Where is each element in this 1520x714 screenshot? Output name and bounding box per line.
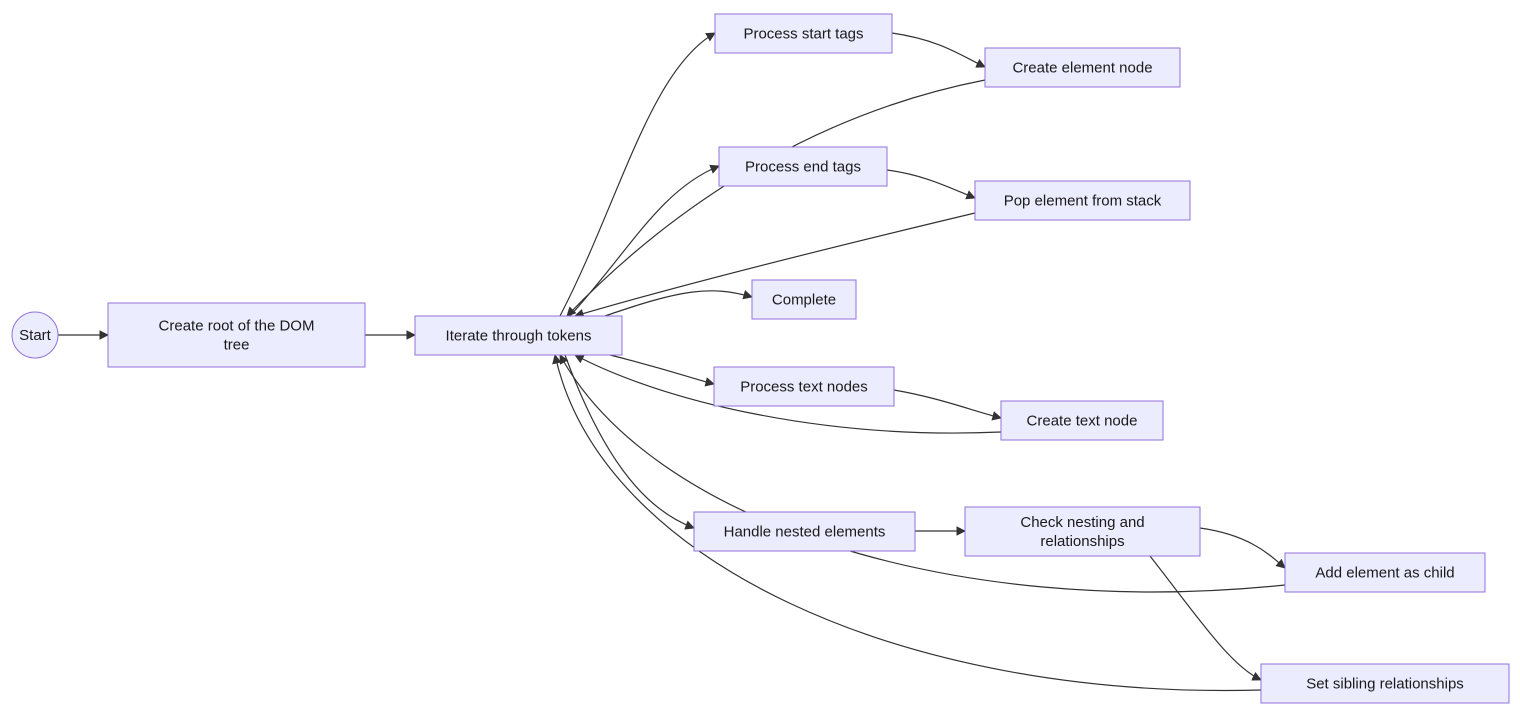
- node-label-complete: Complete: [772, 291, 836, 308]
- node-addchild: Add element as child: [1285, 553, 1485, 592]
- node-complete: Complete: [752, 280, 856, 319]
- node-sibling: Set sibling relationships: [1261, 664, 1509, 703]
- edge-iterate-to-pstart: [560, 33, 715, 316]
- edge-pstart-to-celem: [892, 33, 985, 67]
- node-celem: Create element node: [985, 48, 1180, 87]
- node-start: Start: [12, 312, 58, 358]
- node-pend: Process end tags: [719, 147, 887, 186]
- edge-iterate-to-nested: [565, 355, 694, 528]
- node-label-addchild: Add element as child: [1315, 564, 1454, 581]
- node-label-pend: Process end tags: [745, 158, 861, 175]
- flowchart-canvas: Start Create root of the DOMtree Iterate t…: [0, 0, 1520, 714]
- edge-ptext-to-ctext: [894, 390, 1001, 418]
- node-label-celem: Create element node: [1012, 59, 1152, 76]
- node-ptext: Process text nodes: [714, 367, 894, 406]
- edge-check-to-addchild: [1200, 528, 1285, 568]
- node-root: Create root of the DOMtree: [108, 303, 365, 367]
- node-label-start: Start: [19, 327, 52, 344]
- edge-check-to-sibling: [1150, 556, 1261, 680]
- node-pstart: Process start tags: [715, 14, 892, 53]
- edge-pend-to-pop: [887, 170, 975, 198]
- node-label-nested: Handle nested elements: [724, 523, 886, 540]
- node-label-iterate: Iterate through tokens: [446, 327, 592, 344]
- edge-iterate-to-complete: [605, 291, 752, 316]
- node-check: Check nesting andrelationships: [965, 507, 1200, 556]
- node-label-pop: Pop element from stack: [1004, 192, 1162, 209]
- node-label-pstart: Process start tags: [743, 25, 863, 42]
- node-iterate: Iterate through tokens: [415, 316, 622, 355]
- edge-iterate-to-ptext: [610, 355, 714, 384]
- node-ctext: Create text node: [1001, 401, 1163, 440]
- node-label-ptext: Process text nodes: [740, 378, 868, 395]
- node-label-sibling: Set sibling relationships: [1306, 675, 1464, 692]
- node-label-ctext: Create text node: [1027, 412, 1138, 429]
- node-pop: Pop element from stack: [975, 181, 1190, 220]
- nodes-layer: Start Create root of the DOMtree Iterate t…: [12, 14, 1509, 703]
- edge-iterate-to-pend: [570, 166, 719, 316]
- node-nested: Handle nested elements: [694, 512, 915, 551]
